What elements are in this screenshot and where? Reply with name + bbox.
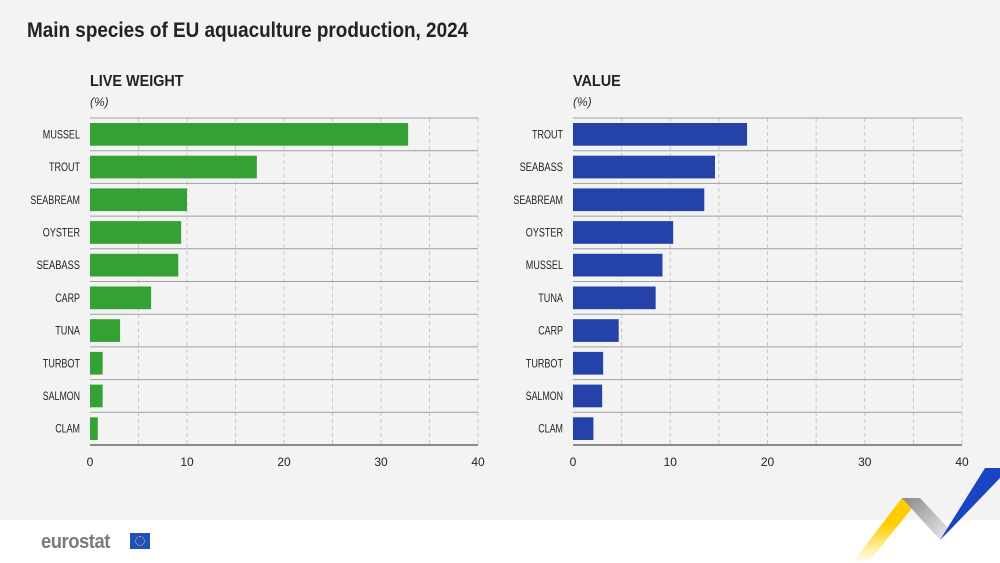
bar-salmon — [573, 384, 603, 408]
category-label: CLAM — [55, 422, 80, 436]
x-tick-label: 40 — [955, 455, 969, 469]
bar-clam — [573, 417, 594, 440]
left-panel-unit: (%) — [90, 95, 109, 109]
category-label: CARP — [55, 291, 80, 305]
bar-seabream — [573, 188, 705, 212]
category-label: CLAM — [538, 422, 563, 436]
x-tick-label: 20 — [277, 455, 291, 469]
category-label: TUNA — [538, 291, 563, 305]
bar-carp — [573, 319, 619, 342]
x-tick-label: 10 — [180, 455, 194, 469]
right-panel-unit: (%) — [573, 95, 592, 109]
bar-clam — [90, 417, 98, 440]
category-label: TROUT — [49, 160, 81, 174]
bar-mussel — [573, 253, 663, 277]
page-title: Main species of EU aquaculture productio… — [27, 19, 469, 42]
bar-turbot — [90, 351, 103, 375]
category-label: SALMON — [526, 389, 563, 403]
bar-tuna — [573, 286, 656, 310]
x-tick-label: 0 — [87, 455, 94, 469]
right-panel-title: VALUE — [573, 73, 621, 90]
category-label: TUNA — [55, 324, 80, 338]
bar-tuna — [90, 319, 121, 342]
category-label: OYSTER — [43, 225, 80, 239]
bar-trout — [573, 123, 748, 146]
category-label: SEABREAM — [513, 193, 563, 207]
x-tick-label: 20 — [761, 455, 775, 469]
category-label: SEABASS — [37, 258, 80, 272]
bar-turbot — [573, 351, 604, 375]
bar-seabass — [573, 155, 715, 179]
category-label: TROUT — [532, 127, 564, 141]
category-label: SEABREAM — [30, 193, 80, 207]
category-label: OYSTER — [526, 225, 563, 239]
bar-seabass — [90, 253, 179, 277]
eu-flag-icon — [130, 533, 150, 549]
x-tick-label: 30 — [858, 455, 872, 469]
category-label: SEABASS — [520, 160, 563, 174]
category-label: CARP — [538, 324, 563, 338]
category-label: TURBOT — [526, 356, 564, 370]
left-panel-title: LIVE WEIGHT — [90, 73, 184, 90]
bar-oyster — [90, 221, 182, 244]
bar-seabream — [90, 188, 187, 212]
bar-salmon — [90, 384, 103, 408]
bar-trout — [90, 155, 257, 179]
bar-mussel — [90, 123, 409, 146]
category-label: TURBOT — [43, 356, 81, 370]
category-label: MUSSEL — [526, 258, 563, 272]
category-label: MUSSEL — [43, 127, 80, 141]
bar-carp — [90, 286, 152, 310]
eurostat-logo: eurostat — [41, 531, 110, 553]
x-tick-label: 40 — [471, 455, 485, 469]
bar-oyster — [573, 221, 674, 244]
category-label: SALMON — [43, 389, 80, 403]
x-tick-label: 10 — [664, 455, 678, 469]
x-tick-label: 0 — [570, 455, 577, 469]
x-tick-label: 30 — [374, 455, 388, 469]
